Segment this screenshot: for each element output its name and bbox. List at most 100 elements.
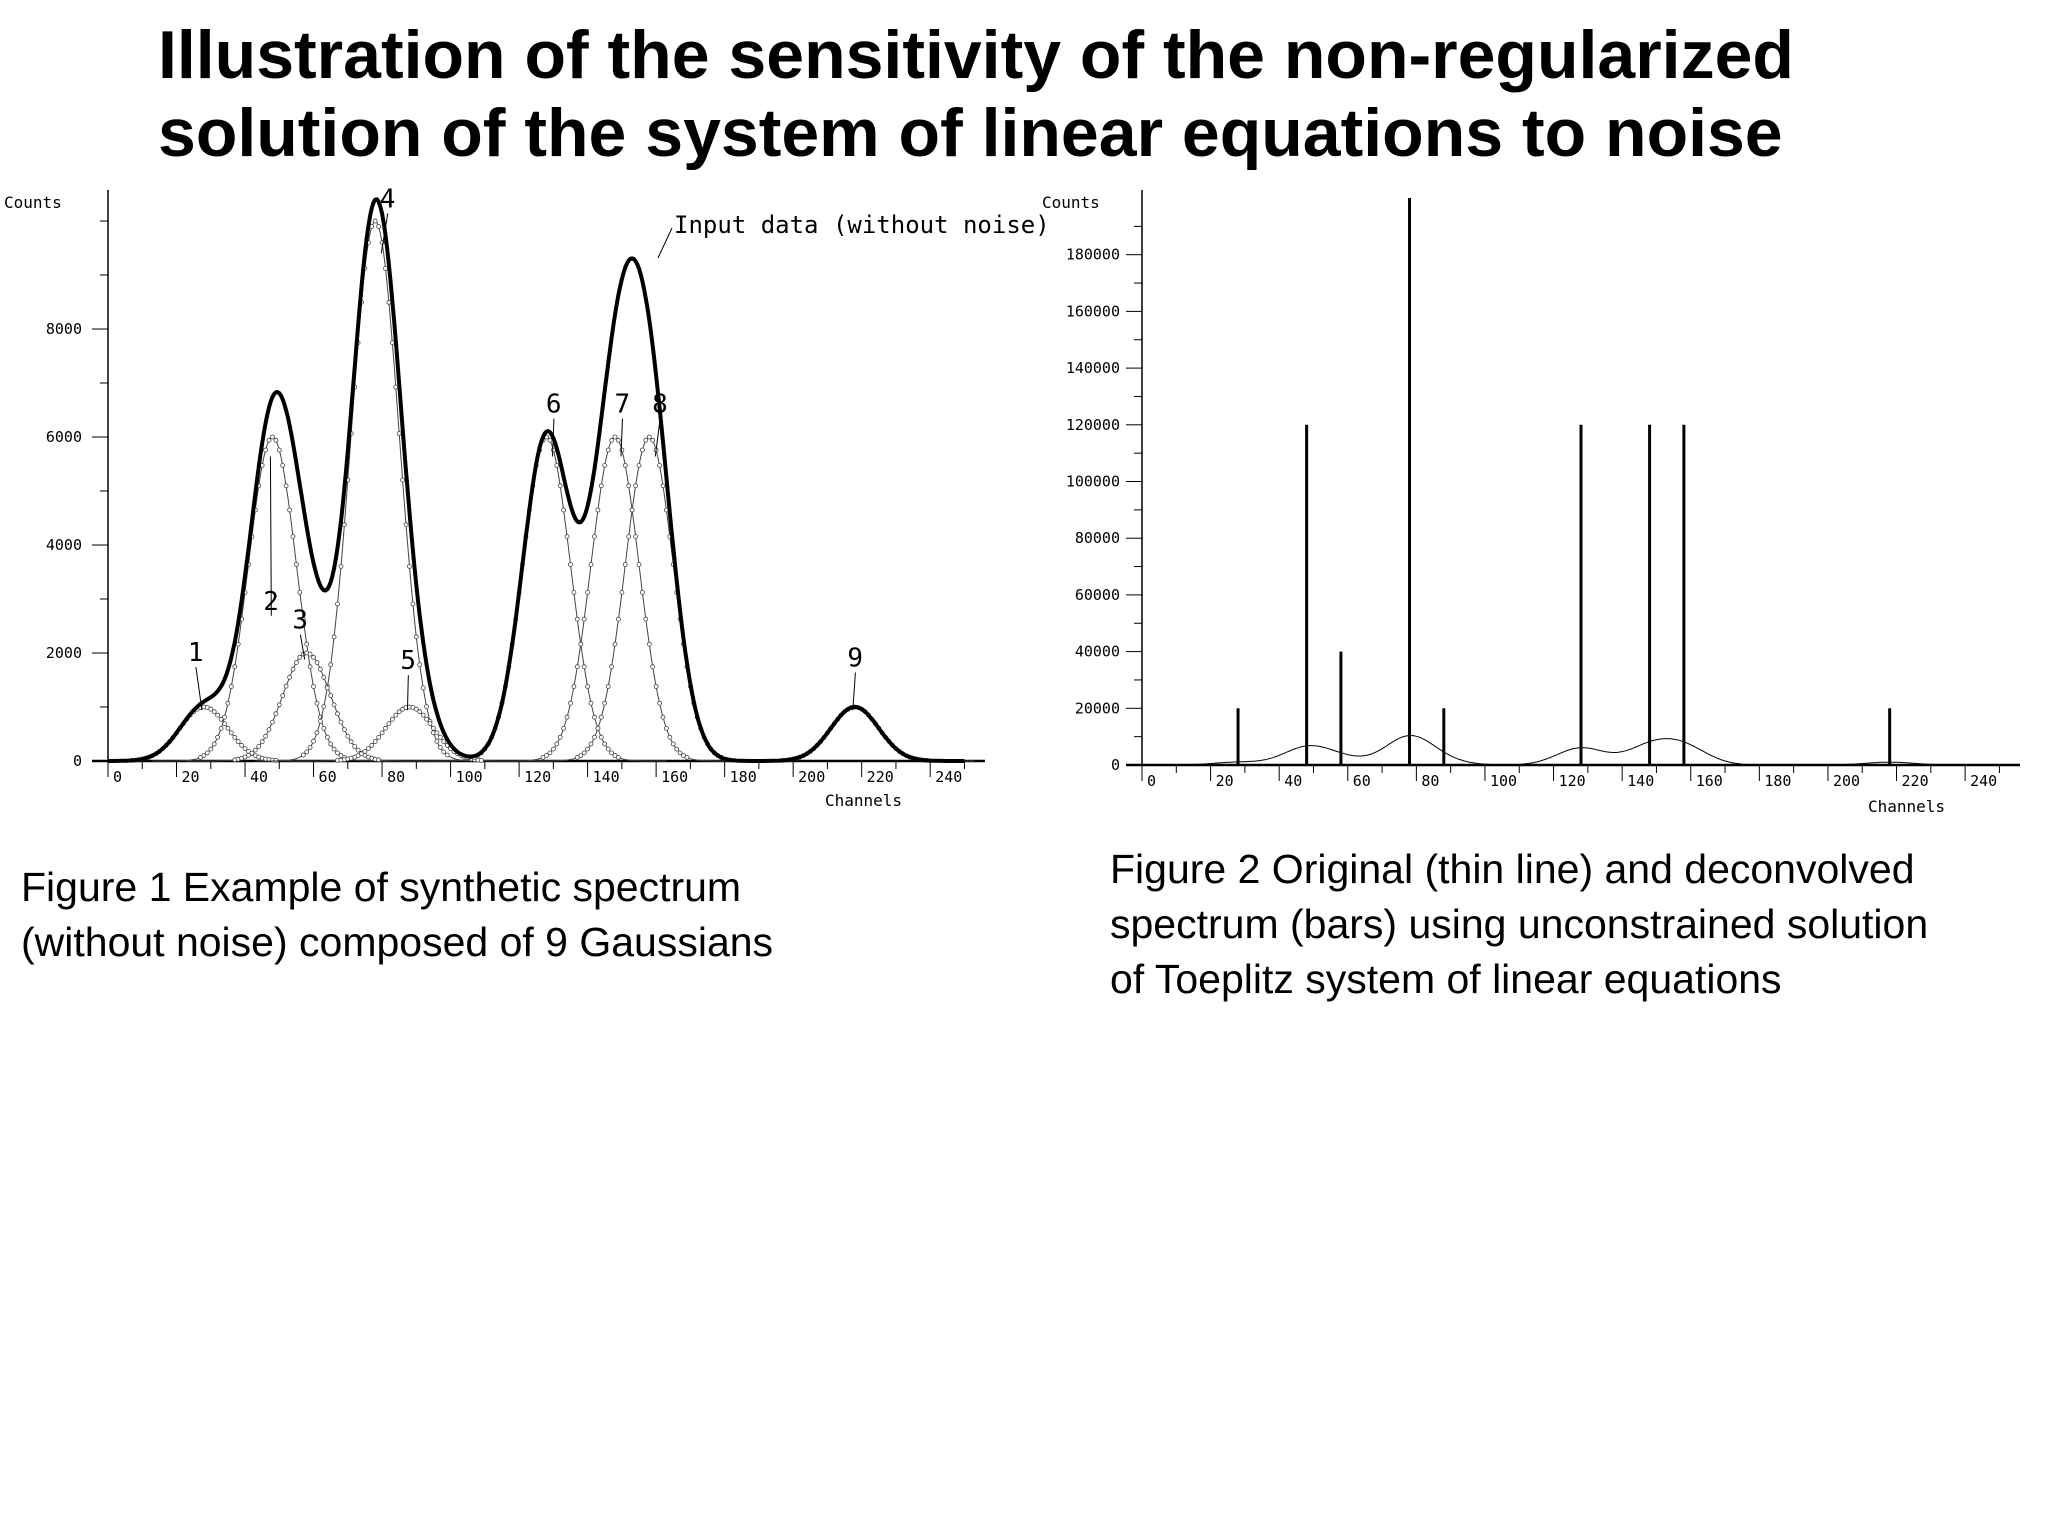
peak-label-3: 3	[292, 606, 308, 636]
component-point	[574, 664, 580, 670]
component-point	[619, 447, 625, 453]
component-point	[215, 712, 221, 718]
component-point	[581, 616, 587, 622]
component-point	[317, 666, 323, 672]
component-point	[592, 534, 597, 540]
component-point	[266, 727, 272, 732]
x-tick-label: 100	[456, 768, 483, 786]
component-point	[269, 434, 275, 440]
y-tick-label: 6000	[46, 428, 82, 446]
figure-1-caption-line-1: Figure 1 Example of synthetic spectrum	[21, 864, 742, 910]
peak-label-8: 8	[652, 390, 668, 420]
component-point	[595, 507, 601, 513]
y-axis-label: Counts	[4, 193, 62, 212]
component-point	[574, 616, 580, 622]
component-point	[386, 299, 392, 305]
component-point	[338, 563, 344, 569]
component-point	[225, 700, 231, 706]
component-point	[259, 739, 265, 745]
x-tick-label: 160	[1696, 772, 1723, 790]
x-tick-label: 220	[1902, 772, 1929, 790]
component-point	[314, 730, 320, 736]
component-point	[626, 534, 632, 540]
component-point	[290, 666, 296, 672]
y-tick-label: 60000	[1075, 586, 1120, 604]
x-tick-label: 240	[935, 768, 962, 786]
y-tick-label: 8000	[46, 320, 82, 338]
component-point	[677, 750, 683, 756]
x-tick-label: 20	[182, 768, 200, 786]
component-point	[403, 522, 409, 528]
component-point	[235, 641, 241, 647]
component-point	[400, 477, 406, 483]
x-tick-label: 40	[1284, 772, 1302, 790]
component-point	[636, 462, 642, 468]
component-point	[232, 664, 238, 670]
component-point	[561, 507, 566, 513]
peak-leader-3	[299, 634, 306, 660]
component-point	[657, 700, 662, 706]
component-point	[321, 726, 327, 731]
component-point	[585, 684, 590, 689]
gaussian-component-9	[734, 706, 975, 762]
component-point	[646, 641, 652, 647]
component-point	[287, 507, 293, 513]
component-point	[341, 522, 347, 528]
component-point	[657, 462, 662, 468]
component-point	[280, 693, 286, 698]
component-point	[204, 750, 210, 756]
component-point	[222, 714, 227, 720]
component-point	[311, 738, 316, 744]
component-point	[564, 714, 570, 720]
x-tick-label: 140	[593, 768, 620, 786]
peak-leader-2	[269, 456, 272, 616]
component-point	[293, 660, 299, 665]
component-point	[605, 684, 611, 689]
component-point	[602, 462, 608, 468]
component-point	[249, 750, 255, 756]
component-point	[396, 709, 402, 715]
component-point	[348, 739, 354, 745]
component-point	[369, 742, 375, 748]
x-tick-label: 200	[1833, 772, 1860, 790]
y-tick-label: 0	[73, 752, 82, 770]
component-point	[293, 562, 299, 567]
component-point	[297, 654, 303, 660]
component-point	[592, 734, 597, 740]
component-point	[413, 634, 419, 640]
component-point	[297, 589, 303, 595]
component-point	[650, 437, 656, 443]
component-point	[232, 735, 238, 740]
component-point	[335, 711, 340, 717]
component-point	[410, 601, 416, 607]
x-tick-label: 200	[798, 768, 825, 786]
component-point	[324, 685, 330, 691]
component-point	[311, 684, 316, 689]
y-tick-label: 80000	[1075, 529, 1120, 547]
component-point	[273, 437, 279, 443]
component-point	[386, 721, 392, 726]
x-tick-label: 80	[387, 768, 405, 786]
component-point	[557, 483, 563, 489]
component-point	[311, 654, 316, 660]
component-point	[328, 693, 334, 698]
component-point	[581, 664, 587, 670]
peak-leader-1	[195, 667, 203, 711]
y-tick-label: 2000	[46, 644, 82, 662]
figure-2-caption-line-2: spectrum (bars) using unconstrained solu…	[1110, 901, 1929, 947]
component-point	[331, 746, 337, 752]
component-point	[372, 218, 378, 224]
component-point	[592, 714, 597, 720]
peak-label-7: 7	[614, 390, 630, 420]
gaussian-component-4	[255, 220, 496, 762]
y-tick-label: 120000	[1066, 416, 1120, 434]
component-point	[561, 726, 566, 731]
component-point	[393, 384, 399, 390]
component-point	[359, 751, 364, 757]
x-tick-label: 80	[1421, 772, 1439, 790]
component-point	[304, 749, 310, 755]
x-tick-label: 240	[1970, 772, 1997, 790]
component-point	[314, 700, 320, 706]
peak-leader-5	[406, 675, 409, 711]
component-point	[218, 726, 224, 731]
